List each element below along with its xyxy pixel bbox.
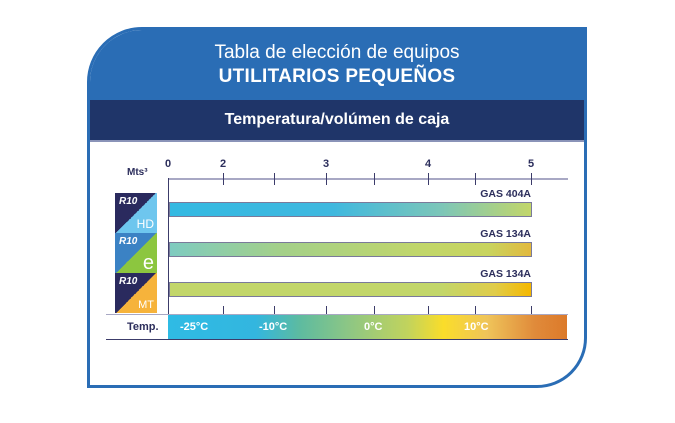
badge-r10-mt: R10 MT — [115, 273, 157, 313]
tick-label-5: 5 — [527, 158, 535, 170]
tick-label-3: 3 — [322, 158, 330, 170]
tick-label-0: 0 — [164, 158, 172, 170]
gas-label-hd: GAS 404A — [480, 188, 531, 200]
tick — [374, 173, 375, 185]
temp-top-rule — [106, 314, 568, 315]
temp-label: Temp. — [127, 321, 159, 333]
bar-r10-hd — [169, 202, 532, 217]
y-axis-line — [168, 178, 169, 340]
temp-bottom-rule — [106, 339, 568, 340]
gas-label-mt: GAS 134A — [480, 268, 531, 280]
badge-r10-e: R10 e — [115, 233, 157, 273]
temperature-gradient-bar — [168, 315, 567, 339]
tick — [274, 306, 275, 314]
tick — [274, 173, 275, 185]
tick — [531, 173, 532, 185]
tick — [326, 173, 327, 185]
tick — [223, 173, 224, 185]
gas-label-e: GAS 134A — [480, 228, 531, 240]
subtitle-band: Temperatura/volúmen de caja — [90, 100, 584, 142]
axis-unit-label: Mts³ — [127, 167, 148, 178]
title-line2: UTILITARIOS PEQUEÑOS — [218, 66, 456, 87]
bar-r10-mt — [169, 282, 532, 297]
bar-r10-e — [169, 242, 532, 257]
title-line1: Tabla de elección de equipos — [214, 42, 460, 63]
tick — [326, 306, 327, 314]
temp-mark-0: 0°C — [364, 321, 383, 333]
tick-label-2: 2 — [219, 158, 227, 170]
header: Tabla de elección de equipos UTILITARIOS… — [90, 30, 584, 100]
x-axis-line — [168, 178, 568, 180]
tick — [531, 306, 532, 314]
tick — [223, 306, 224, 314]
tick — [428, 173, 429, 185]
badge-r10-hd: R10 HD — [115, 193, 157, 233]
tick — [374, 306, 375, 314]
temp-mark-10: 10°C — [464, 321, 489, 333]
tick-label-4: 4 — [424, 158, 432, 170]
tick — [475, 173, 476, 185]
temp-mark-minus10: -10°C — [259, 321, 288, 333]
temp-mark-minus25: -25°C — [180, 321, 209, 333]
tick — [428, 306, 429, 314]
tick — [475, 306, 476, 314]
